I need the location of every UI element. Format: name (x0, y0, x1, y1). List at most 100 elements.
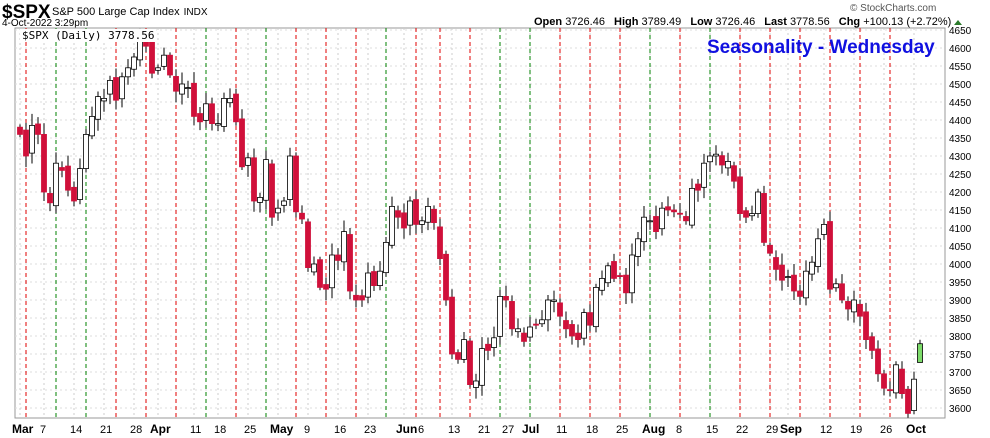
candle-body (233, 93, 239, 123)
candle-body (761, 193, 767, 243)
x-tick-label: 18 (214, 424, 226, 436)
candle-body (635, 238, 641, 257)
high-value: 3789.49 (641, 16, 682, 28)
x-tick-label: 21 (478, 424, 490, 436)
y-tick-label: 4500 (949, 80, 972, 91)
candle-body (275, 207, 281, 214)
y-tick-label: 3850 (949, 314, 972, 325)
x-tick-label: 27 (502, 424, 514, 436)
x-tick-label: 26 (880, 424, 892, 436)
candle-body (803, 270, 809, 299)
candle-body (101, 98, 107, 102)
candle-body (143, 41, 149, 47)
x-tick-label: 11 (190, 424, 201, 436)
quote-bar: Open 3726.46 High 3789.49 Low 3726.46 La… (534, 16, 963, 28)
x-tick-label: 8 (676, 424, 682, 436)
candle-body (365, 272, 371, 298)
candle-body (743, 210, 749, 218)
x-tick-label: Sep (780, 422, 802, 436)
x-tick-label: 29 (766, 424, 778, 436)
candle-body (887, 389, 893, 392)
candle-body (95, 96, 101, 120)
candle-body (425, 205, 431, 223)
candle-body (173, 76, 179, 92)
candle-body (125, 67, 131, 78)
candle-body (683, 216, 689, 222)
candle-body (413, 199, 419, 225)
x-tick-label: 11 (556, 424, 567, 436)
x-tick-label: Apr (150, 422, 171, 436)
candle-body (197, 113, 203, 123)
chart-title: Seasonality - Wednesday (707, 37, 935, 58)
candle-body (191, 82, 197, 117)
candle-body (401, 212, 407, 229)
candle-body (395, 210, 401, 218)
candle-body (875, 348, 881, 375)
x-tick-label: Oct (906, 422, 926, 436)
x-tick-label: 14 (70, 424, 82, 436)
y-tick-label: 4550 (949, 62, 972, 73)
timestamp: 4-Oct-2022 3:29pm (2, 18, 89, 29)
candle-body (161, 54, 167, 67)
candle-body (563, 320, 569, 330)
candle-body (329, 254, 335, 289)
candle-body (863, 311, 869, 341)
candle-body (503, 295, 509, 301)
candle-body (89, 116, 95, 137)
y-tick-label: 3600 (949, 404, 972, 415)
candle-body (587, 312, 593, 326)
candle-body (809, 261, 815, 275)
candle-body (437, 226, 443, 259)
y-tick-label: 3650 (949, 386, 972, 397)
candle-body (245, 157, 251, 166)
high-label: High (614, 16, 639, 28)
candle-body (107, 80, 113, 95)
candle-body (821, 223, 827, 235)
up-arrow-icon (954, 20, 963, 25)
candle-body (29, 125, 35, 154)
candle-body (227, 98, 233, 104)
candle-body (377, 270, 383, 287)
candle-body (851, 299, 857, 313)
candle-body (419, 220, 425, 225)
y-tick-label: 3900 (949, 296, 972, 307)
candle-body (893, 364, 899, 394)
y-tick-label: 3700 (949, 368, 972, 379)
x-tick-label: 13 (448, 424, 460, 436)
candle-body (779, 264, 785, 281)
candle-body (845, 301, 851, 310)
x-tick-label: 21 (100, 424, 112, 436)
candle-body (35, 123, 41, 135)
candle-body (551, 299, 557, 302)
candle-body (479, 348, 485, 386)
candle-body (815, 238, 821, 267)
candle-body (389, 205, 395, 246)
candle-body (527, 326, 533, 338)
candle-body (257, 196, 263, 203)
chg-label: Chg (838, 16, 861, 28)
candle-body (515, 328, 521, 333)
x-tick-label: Mar (12, 422, 34, 436)
x-tick-label: Jul (522, 422, 539, 436)
candle-body (533, 323, 539, 326)
exchange: INDX (183, 7, 208, 18)
candle-body (209, 103, 215, 125)
candle-body (611, 261, 617, 279)
candle-body (221, 98, 227, 127)
candle-body (581, 312, 587, 339)
candle-body (293, 155, 299, 213)
x-tick-label: 18 (586, 424, 598, 436)
x-tick-label: 25 (616, 424, 628, 436)
security-name: S&P 500 Large Cap Index INDX (52, 6, 208, 18)
candle-body (281, 200, 287, 206)
candle-body (263, 159, 269, 201)
symbol: $SPX (2, 2, 51, 23)
candle-body (17, 126, 23, 135)
open-value: 3726.46 (565, 16, 605, 28)
candle-body (785, 276, 791, 279)
x-tick-label: 12 (820, 424, 832, 436)
candle-body (659, 207, 665, 230)
brand-link[interactable]: © StockCharts.com (850, 3, 937, 14)
y-tick-label: 4000 (949, 260, 972, 271)
